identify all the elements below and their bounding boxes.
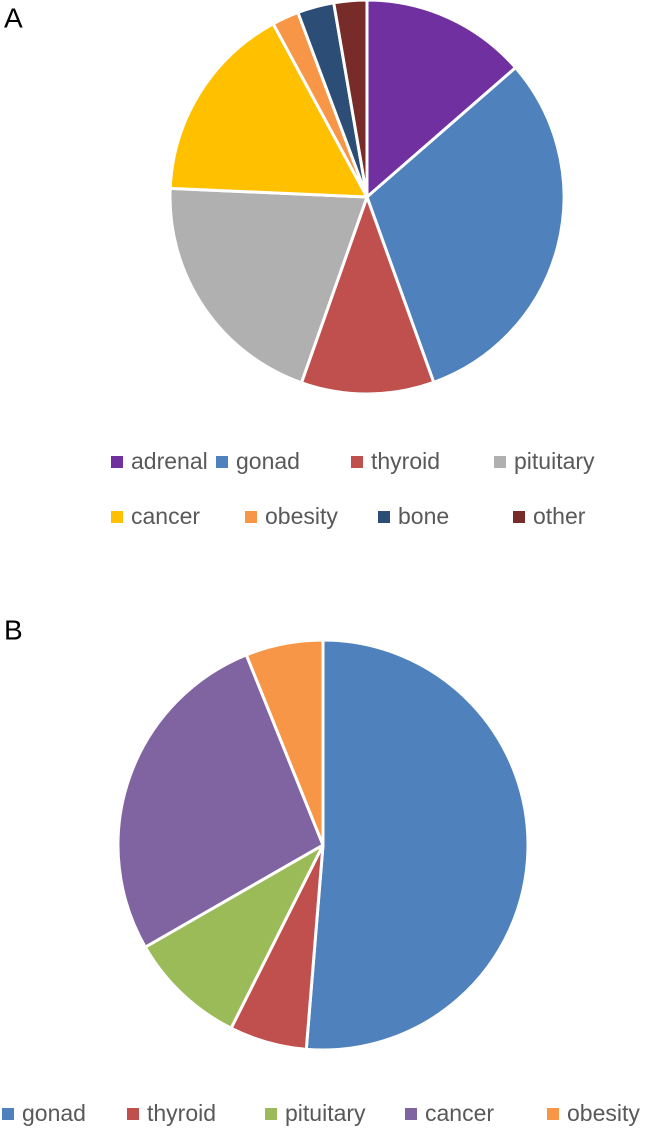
legend-label: obesity — [265, 503, 338, 529]
pie-slice — [143, 843, 325, 1030]
legend-label: pituitary — [285, 1100, 366, 1126]
legend-label: cancer — [425, 1100, 494, 1126]
legend-marker — [351, 456, 363, 468]
legend-label: pituitary — [514, 448, 595, 474]
pie-slice — [299, 195, 436, 396]
legend-marker — [265, 1108, 277, 1120]
legend-label: thyroid — [147, 1100, 216, 1126]
pie-slice — [244, 638, 325, 847]
legend-marker — [378, 511, 390, 523]
pie-slice — [365, 66, 566, 384]
pie-slice — [168, 22, 369, 199]
legend-label: obesity — [567, 1100, 640, 1126]
legend-label: gonad — [22, 1100, 86, 1126]
panel-label: A — [4, 2, 23, 33]
pie-slice — [365, 0, 518, 199]
legend-marker — [547, 1108, 559, 1120]
pie-slice — [304, 638, 530, 1052]
legend-label: adrenal — [131, 448, 208, 474]
pie-slice — [168, 186, 369, 385]
legend-label: thyroid — [371, 448, 440, 474]
legend-label: other — [533, 503, 586, 529]
legend-marker — [513, 511, 525, 523]
legend-label: cancer — [131, 503, 200, 529]
legend-marker — [245, 511, 257, 523]
legend-label: bone — [398, 503, 449, 529]
legend-marker — [111, 456, 123, 468]
legend-marker — [111, 511, 123, 523]
legend-marker — [2, 1108, 14, 1120]
legend-marker — [405, 1108, 417, 1120]
pie-slice — [332, 0, 369, 199]
legend-marker — [216, 456, 228, 468]
legend-label: gonad — [236, 448, 300, 474]
legend-marker — [127, 1108, 139, 1120]
panel-label: B — [4, 614, 23, 645]
legend-marker — [494, 456, 506, 468]
pie-slice — [116, 653, 325, 949]
